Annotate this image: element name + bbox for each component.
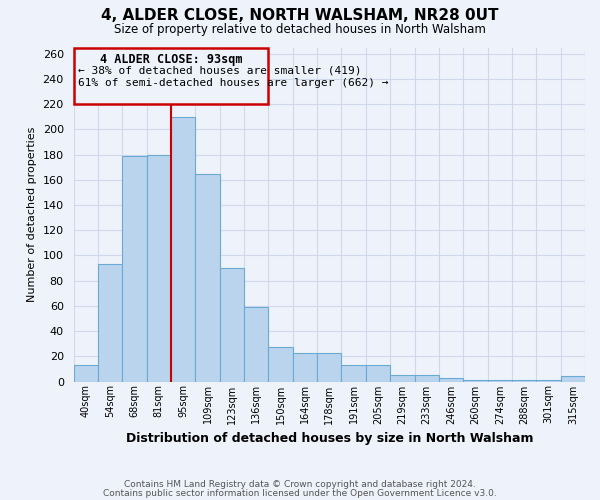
Text: 4, ALDER CLOSE, NORTH WALSHAM, NR28 0UT: 4, ALDER CLOSE, NORTH WALSHAM, NR28 0UT: [101, 8, 499, 22]
Text: Contains HM Land Registry data © Crown copyright and database right 2024.: Contains HM Land Registry data © Crown c…: [124, 480, 476, 489]
Bar: [463, 380, 488, 382]
Text: 61% of semi-detached houses are larger (662) →: 61% of semi-detached houses are larger (…: [79, 78, 389, 88]
Bar: [171, 117, 196, 382]
Bar: [317, 352, 341, 382]
Bar: [536, 380, 560, 382]
Bar: [512, 380, 536, 382]
Bar: [196, 174, 220, 382]
Text: ← 38% of detached houses are smaller (419): ← 38% of detached houses are smaller (41…: [79, 65, 362, 75]
Bar: [488, 380, 512, 382]
Bar: [98, 264, 122, 382]
Bar: [122, 156, 146, 382]
Bar: [366, 365, 390, 382]
FancyBboxPatch shape: [74, 48, 268, 104]
Text: Size of property relative to detached houses in North Walsham: Size of property relative to detached ho…: [114, 22, 486, 36]
Bar: [244, 307, 268, 382]
Bar: [74, 365, 98, 382]
Bar: [390, 375, 415, 382]
Bar: [293, 352, 317, 382]
X-axis label: Distribution of detached houses by size in North Walsham: Distribution of detached houses by size …: [125, 432, 533, 445]
Bar: [146, 154, 171, 382]
Bar: [415, 375, 439, 382]
Bar: [220, 268, 244, 382]
Text: 4 ALDER CLOSE: 93sqm: 4 ALDER CLOSE: 93sqm: [100, 52, 242, 66]
Bar: [268, 348, 293, 382]
Bar: [560, 376, 585, 382]
Bar: [439, 378, 463, 382]
Y-axis label: Number of detached properties: Number of detached properties: [27, 127, 37, 302]
Text: Contains public sector information licensed under the Open Government Licence v3: Contains public sector information licen…: [103, 488, 497, 498]
Bar: [341, 365, 366, 382]
